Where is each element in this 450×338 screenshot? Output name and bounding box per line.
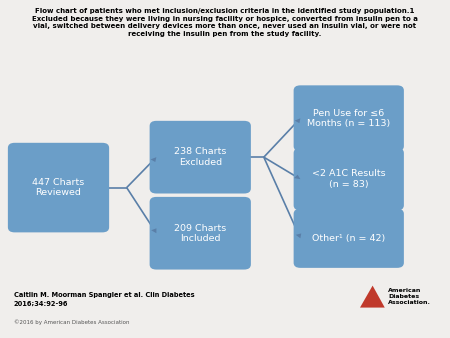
Text: 447 Charts
Reviewed: 447 Charts Reviewed: [32, 178, 85, 197]
Text: American
Diabetes
Association.: American Diabetes Association.: [388, 288, 431, 305]
FancyBboxPatch shape: [149, 197, 251, 270]
Polygon shape: [360, 286, 385, 308]
Text: 209 Charts
Included: 209 Charts Included: [174, 223, 226, 243]
FancyBboxPatch shape: [293, 85, 404, 151]
FancyBboxPatch shape: [149, 121, 251, 193]
Text: Pen Use for ≤6
Months (n = 113): Pen Use for ≤6 Months (n = 113): [307, 108, 391, 128]
Text: Flow chart of patients who met inclusion/exclusion criteria in the identified st: Flow chart of patients who met inclusion…: [32, 8, 418, 37]
Text: <2 A1C Results
(n = 83): <2 A1C Results (n = 83): [312, 169, 386, 189]
FancyBboxPatch shape: [293, 148, 404, 210]
Polygon shape: [151, 228, 157, 233]
Text: ©2016 by American Diabetes Association: ©2016 by American Diabetes Association: [14, 319, 129, 325]
Polygon shape: [294, 175, 301, 179]
Text: 238 Charts
Excluded: 238 Charts Excluded: [174, 147, 226, 167]
Polygon shape: [296, 234, 301, 238]
Text: Other¹ (n = 42): Other¹ (n = 42): [312, 234, 385, 243]
FancyBboxPatch shape: [293, 209, 404, 268]
Text: Caitlin M. Moorman Spangler et al. Clin Diabetes
2016;34:92-96: Caitlin M. Moorman Spangler et al. Clin …: [14, 292, 194, 306]
Polygon shape: [295, 118, 301, 123]
FancyBboxPatch shape: [8, 143, 109, 233]
Polygon shape: [151, 157, 157, 162]
